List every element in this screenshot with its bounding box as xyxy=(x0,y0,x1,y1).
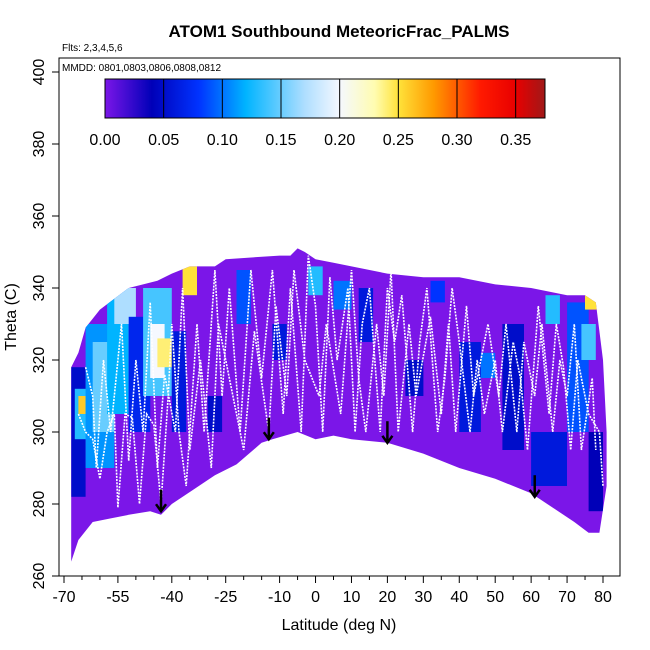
colorbar-bar xyxy=(104,78,546,119)
heatmap-cell xyxy=(585,295,600,310)
heatmap-cell xyxy=(430,280,445,303)
y-axis-label: Theta (C) xyxy=(3,283,20,351)
y-tick-label: 300 xyxy=(31,419,48,446)
x-tick-label: 30 xyxy=(414,589,432,606)
heatmap-cell xyxy=(114,288,136,324)
heatmap-cell xyxy=(236,270,251,324)
y-tick-label: 320 xyxy=(31,347,48,374)
x-tick-label: 80 xyxy=(594,589,612,606)
x-tick-label: 0 xyxy=(311,589,320,606)
down-arrow xyxy=(381,421,394,445)
x-tick-label: 70 xyxy=(558,589,576,606)
heatmap-cell xyxy=(588,432,603,512)
x-tick-label: -25 xyxy=(214,589,237,606)
heatmap-cell xyxy=(581,324,596,360)
colorbar-tick-label: 0.15 xyxy=(265,132,296,149)
y-axis: 260 280 300 320 340 360 380 400 xyxy=(31,59,60,590)
x-tick-label: -70 xyxy=(52,589,75,606)
x-tick-label: 10 xyxy=(343,589,361,606)
flight-track xyxy=(84,269,597,469)
chart-title: ATOM1 Southbound MeteoricFrac_PALMS xyxy=(169,22,510,41)
colorbar-tick-label: 0.25 xyxy=(383,132,414,149)
y-tick-label: 360 xyxy=(31,203,48,230)
x-tick-label: -40 xyxy=(160,589,183,606)
x-tick-label: 20 xyxy=(379,589,397,606)
colorbar-tick-label: 0.10 xyxy=(207,132,238,149)
colorbar-tick-label: 0.05 xyxy=(148,132,179,149)
colorbar-labels: 0.00 0.05 0.10 0.15 0.20 0.25 0.30 0.35 xyxy=(89,132,531,149)
heatmap-cell xyxy=(459,342,481,432)
x-axis-label: Latitude (deg N) xyxy=(282,617,397,634)
heatmap-cell xyxy=(480,352,496,378)
colorbar: 0.00 0.05 0.10 0.15 0.20 0.25 0.30 0.35 xyxy=(89,78,546,149)
colorbar-dividers xyxy=(163,79,517,118)
flight-track xyxy=(77,255,604,508)
heatmap-cell xyxy=(405,360,424,396)
x-tick-label: 50 xyxy=(486,589,504,606)
plot-area xyxy=(71,248,607,562)
concentration-cells xyxy=(71,266,603,512)
y-tick-label: 280 xyxy=(31,491,48,518)
x-tick-label: -10 xyxy=(268,589,291,606)
flight-tracks xyxy=(77,255,604,508)
down-arrow xyxy=(528,475,541,499)
dates-subtitle: MMDD: 0801,0803,0806,0808,0812 xyxy=(62,63,221,74)
y-tick-label: 380 xyxy=(31,131,48,158)
x-tick-label: 40 xyxy=(450,589,468,606)
y-tick-label: 260 xyxy=(31,563,48,590)
x-tick-label: -55 xyxy=(106,589,129,606)
heatmap-cell xyxy=(531,432,567,486)
down-arrow xyxy=(262,417,275,442)
heatmap-cell xyxy=(207,396,223,432)
heatmap-cell xyxy=(308,266,323,296)
heatmap-cell xyxy=(333,280,352,310)
heatmap-cell xyxy=(545,295,560,324)
heatmap-cell xyxy=(182,266,197,296)
arrow-annotations xyxy=(155,417,541,514)
colorbar-tick-label: 0.20 xyxy=(324,132,355,149)
heatmap-cell xyxy=(78,396,86,414)
heatmap-cell xyxy=(157,338,172,368)
colorbar-tick-label: 0.30 xyxy=(441,132,472,149)
y-tick-label: 340 xyxy=(31,275,48,302)
flights-subtitle: Flts: 2,3,4,5,6 xyxy=(62,43,123,54)
colorbar-tick-label: 0.35 xyxy=(500,132,531,149)
colorbar-tick-label: 0.00 xyxy=(89,132,120,149)
x-axis: -70 -55 -40 -25 -10 0 10 20 30 40 50 60 70 80 xyxy=(52,575,612,606)
down-arrow xyxy=(155,489,168,514)
x-tick-label: 60 xyxy=(522,589,540,606)
heatmap-cell xyxy=(171,331,187,432)
y-tick-label: 400 xyxy=(31,59,48,86)
